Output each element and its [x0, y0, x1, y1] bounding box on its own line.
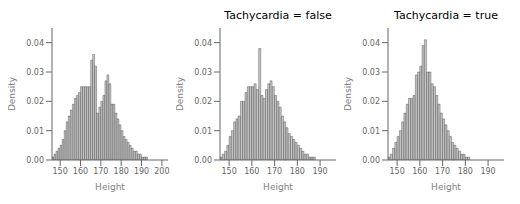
svg-text:Density: Density: [8, 76, 17, 111]
svg-text:150: 150: [221, 167, 236, 176]
svg-text:160: 160: [73, 167, 88, 176]
svg-text:Density: Density: [344, 76, 353, 111]
svg-text:0.02: 0.02: [26, 97, 44, 106]
svg-text:0.01: 0.01: [194, 127, 212, 136]
svg-text:0.04: 0.04: [362, 39, 380, 48]
svg-text:0.03: 0.03: [26, 68, 44, 77]
svg-text:0.00: 0.00: [194, 156, 212, 165]
svg-text:Height: Height: [431, 182, 461, 192]
svg-text:170: 170: [267, 167, 282, 176]
svg-text:160: 160: [412, 167, 427, 176]
svg-text:Height: Height: [263, 182, 293, 192]
svg-text:150: 150: [52, 167, 67, 176]
svg-text:0.00: 0.00: [26, 156, 44, 165]
html-text:Tachycardia = true: Tachycardia = true: [394, 9, 498, 22]
svg-text:180: 180: [114, 167, 129, 176]
svg-text:170: 170: [93, 167, 108, 176]
svg-text:Height: Height: [95, 182, 125, 192]
svg-text:190: 190: [480, 167, 495, 176]
svg-text:0.03: 0.03: [194, 68, 212, 77]
svg-text:150: 150: [389, 167, 404, 176]
svg-text:200: 200: [154, 167, 169, 176]
svg-text:0.01: 0.01: [26, 127, 44, 136]
svg-text:190: 190: [134, 167, 149, 176]
svg-text:0.01: 0.01: [362, 127, 380, 136]
svg-text:0.02: 0.02: [362, 97, 380, 106]
svg-text:170: 170: [435, 167, 450, 176]
svg-text:160: 160: [244, 167, 259, 176]
svg-text:0.03: 0.03: [362, 68, 380, 77]
svg-text:180: 180: [290, 167, 305, 176]
html-text:Tachycardia = false: Tachycardia = false: [224, 9, 332, 22]
svg-text:190: 190: [312, 167, 327, 176]
svg-text:0.02: 0.02: [194, 97, 212, 106]
svg-text:0.04: 0.04: [26, 39, 44, 48]
svg-text:0.04: 0.04: [194, 39, 212, 48]
svg-text:0.00: 0.00: [362, 156, 380, 165]
svg-text:Density: Density: [176, 76, 185, 111]
svg-text:180: 180: [458, 167, 473, 176]
